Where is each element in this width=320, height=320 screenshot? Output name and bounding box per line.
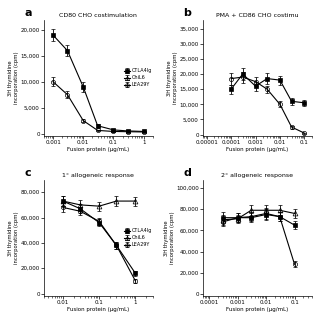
Y-axis label: 3H thymidine
incorporation (cpm): 3H thymidine incorporation (cpm) <box>167 52 178 104</box>
Title: 2° allogeneic response: 2° allogeneic response <box>221 173 293 178</box>
Title: 1° allogeneic response: 1° allogeneic response <box>62 173 134 178</box>
X-axis label: Fusion protein (μg/mL): Fusion protein (μg/mL) <box>226 147 288 152</box>
X-axis label: Fusion protein (μg/mL): Fusion protein (μg/mL) <box>67 307 130 312</box>
Y-axis label: 3H thymidine
incorporation (cpm): 3H thymidine incorporation (cpm) <box>8 52 19 104</box>
Text: d: d <box>183 168 191 178</box>
Text: c: c <box>24 168 31 178</box>
Y-axis label: 3H thymidine
incorporation (cpm): 3H thymidine incorporation (cpm) <box>8 212 19 264</box>
Text: b: b <box>183 8 191 18</box>
Legend: CTLA4Ig, ChiL6, LEA29Y: CTLA4Ig, ChiL6, LEA29Y <box>124 68 152 87</box>
Legend: CTLA4Ig, ChiL6, LEA29Y: CTLA4Ig, ChiL6, LEA29Y <box>124 228 152 247</box>
Title: CD80 CHO costimulation: CD80 CHO costimulation <box>60 13 137 18</box>
X-axis label: Fusion protein (μg/mL): Fusion protein (μg/mL) <box>67 147 130 152</box>
Y-axis label: 3H thymidine
incorporation (cpm): 3H thymidine incorporation (cpm) <box>164 212 175 264</box>
Text: a: a <box>24 8 32 18</box>
X-axis label: Fusion protein (μg/mL): Fusion protein (μg/mL) <box>226 307 288 312</box>
Title: PMA + CD86 CHO costimu: PMA + CD86 CHO costimu <box>216 13 299 18</box>
